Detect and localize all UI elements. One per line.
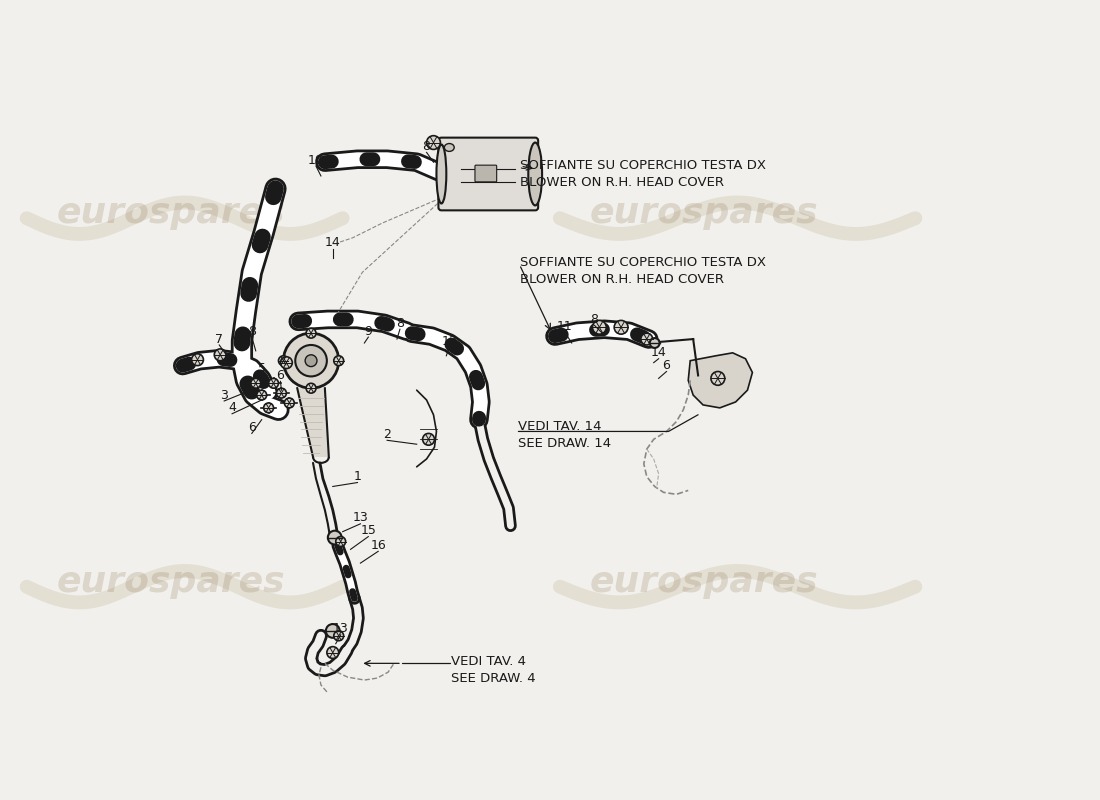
Text: 3: 3 <box>220 389 228 402</box>
Circle shape <box>285 398 295 408</box>
Circle shape <box>333 631 343 641</box>
Text: 2: 2 <box>383 428 390 441</box>
Text: eurospares: eurospares <box>590 196 818 230</box>
Circle shape <box>264 403 274 413</box>
Circle shape <box>650 338 660 348</box>
Text: VEDI TAV. 4
SEE DRAW. 4: VEDI TAV. 4 SEE DRAW. 4 <box>451 655 536 686</box>
Circle shape <box>333 356 343 366</box>
Circle shape <box>641 333 652 345</box>
Ellipse shape <box>444 143 454 151</box>
Text: 6: 6 <box>248 421 256 434</box>
Circle shape <box>306 383 316 393</box>
Text: 13: 13 <box>352 511 368 525</box>
Text: SOFFIANTE SU COPERCHIO TESTA DX
BLOWER ON R.H. HEAD COVER: SOFFIANTE SU COPERCHIO TESTA DX BLOWER O… <box>520 159 767 190</box>
FancyBboxPatch shape <box>475 165 497 182</box>
Circle shape <box>191 354 204 366</box>
Text: eurospares: eurospares <box>590 565 818 598</box>
Circle shape <box>593 321 606 334</box>
Ellipse shape <box>437 145 447 203</box>
FancyBboxPatch shape <box>439 138 538 210</box>
Circle shape <box>327 646 339 658</box>
Circle shape <box>268 378 278 388</box>
Circle shape <box>328 530 342 545</box>
Circle shape <box>214 349 227 361</box>
Circle shape <box>427 136 440 150</box>
Circle shape <box>422 434 435 446</box>
Text: 8: 8 <box>396 317 404 330</box>
Text: VEDI TAV. 14
SEE DRAW. 14: VEDI TAV. 14 SEE DRAW. 14 <box>518 420 612 450</box>
Circle shape <box>305 354 317 366</box>
Text: 12: 12 <box>441 334 458 347</box>
Text: 6: 6 <box>662 359 670 372</box>
Circle shape <box>295 345 327 377</box>
Circle shape <box>280 357 293 369</box>
Text: 8: 8 <box>422 140 430 153</box>
Text: 13: 13 <box>333 622 349 635</box>
Text: 16: 16 <box>371 539 386 552</box>
Text: 14: 14 <box>324 236 341 250</box>
Circle shape <box>278 356 288 366</box>
Circle shape <box>711 371 725 386</box>
Circle shape <box>256 390 266 400</box>
Text: 8: 8 <box>591 313 598 326</box>
Text: 14: 14 <box>651 346 667 359</box>
Ellipse shape <box>528 142 542 206</box>
Text: 7: 7 <box>216 333 223 346</box>
Text: eurospares: eurospares <box>56 196 285 230</box>
Text: SOFFIANTE SU COPERCHIO TESTA DX
BLOWER ON R.H. HEAD COVER: SOFFIANTE SU COPERCHIO TESTA DX BLOWER O… <box>520 255 767 286</box>
Circle shape <box>251 378 261 388</box>
Circle shape <box>306 328 316 338</box>
Text: 10: 10 <box>308 154 323 166</box>
Text: 15: 15 <box>361 524 376 537</box>
Text: 1: 1 <box>353 470 362 483</box>
Circle shape <box>614 321 628 334</box>
Text: eurospares: eurospares <box>56 565 285 598</box>
Text: 5: 5 <box>257 362 266 375</box>
Circle shape <box>326 624 340 638</box>
Text: 4: 4 <box>228 402 236 414</box>
Circle shape <box>276 388 286 398</box>
Polygon shape <box>689 353 752 408</box>
Polygon shape <box>297 388 329 457</box>
Text: 9: 9 <box>364 325 372 338</box>
Text: 6: 6 <box>276 369 285 382</box>
Text: 8: 8 <box>248 325 256 338</box>
Circle shape <box>284 333 339 388</box>
Circle shape <box>336 537 345 546</box>
Text: 11: 11 <box>557 320 573 333</box>
